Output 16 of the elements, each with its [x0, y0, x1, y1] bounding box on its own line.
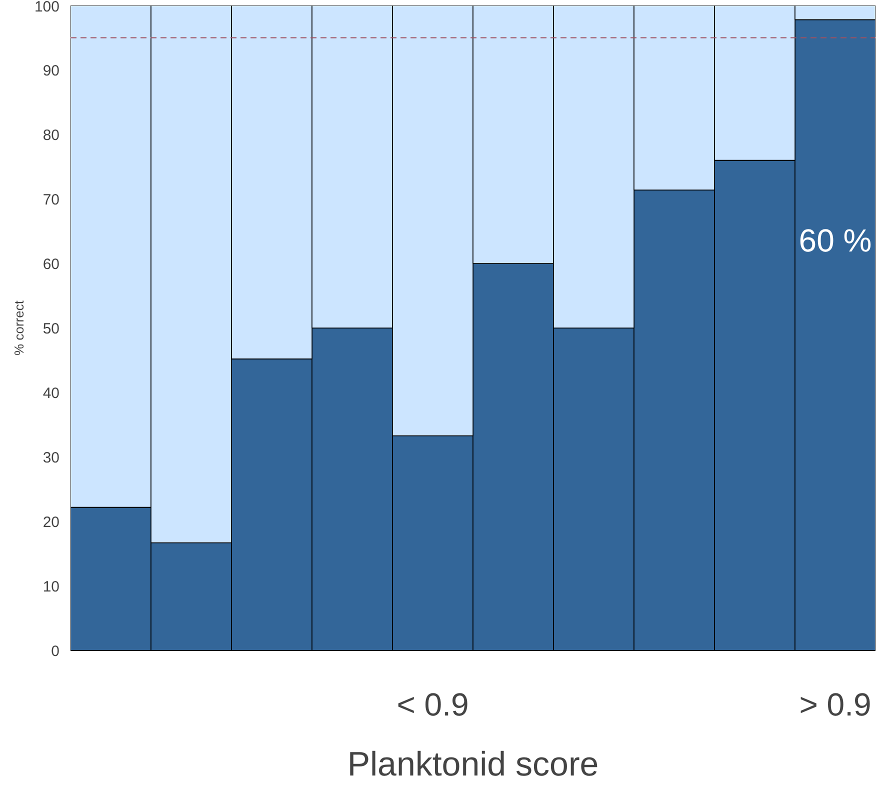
y-tick-label: 0 [51, 643, 60, 660]
y-tick-label: 40 [42, 385, 60, 402]
text: < 0.9 [396, 686, 469, 722]
y-tick-label: 50 [42, 320, 60, 338]
y-axis-title: % correct [11, 300, 26, 356]
y-tick-label: 100 [34, 0, 60, 16]
y-tick-label: 10 [42, 578, 60, 596]
y-tick-label: 60 [42, 256, 60, 273]
annotation: 60 % [798, 222, 872, 258]
x-axis-title: Planktonid score [347, 746, 599, 784]
y-tick-label: 30 [42, 450, 60, 466]
y-tick-label: 70 [42, 192, 60, 208]
text: > 0.9 [799, 686, 872, 722]
y-tick-label: 80 [42, 127, 60, 144]
y-tick-label: 90 [42, 62, 60, 80]
y-tick-label: 20 [42, 514, 60, 531]
